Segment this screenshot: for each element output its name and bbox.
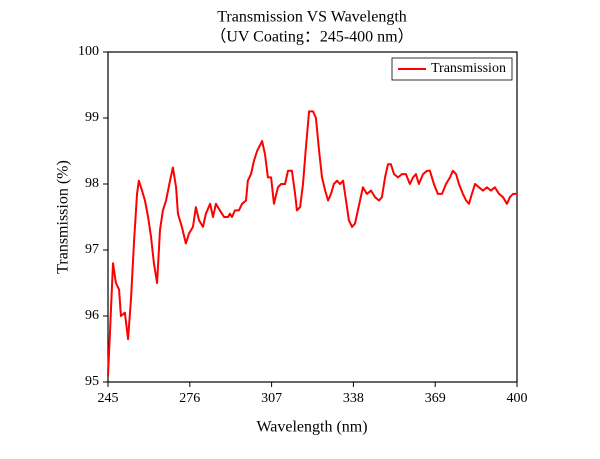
y-axis-label: Transmission (%) [55, 160, 72, 274]
x-axis-label: Wavelength (nm) [256, 419, 367, 436]
chart-title: Transmission VS Wavelength [217, 9, 407, 26]
chart-subtitle: （UV Coating：245-400 nm） [210, 28, 413, 46]
y-tick-label: 98 [85, 176, 99, 191]
y-tick-label: 100 [78, 44, 99, 59]
y-tick-label: 99 [85, 110, 99, 125]
y-tick-label: 96 [85, 308, 99, 323]
plot-frame [107, 51, 518, 383]
x-tick-label: 369 [425, 391, 446, 406]
data-line [107, 110, 517, 376]
legend-box [391, 57, 513, 81]
x-tick-label: 276 [179, 391, 200, 406]
x-tick-label: 400 [507, 391, 528, 406]
y-tick-label: 95 [85, 374, 99, 389]
x-tick-label: 307 [261, 391, 282, 406]
x-tick-label: 338 [343, 391, 364, 406]
y-tick-label: 97 [85, 242, 99, 257]
x-tick-label: 245 [98, 391, 119, 406]
legend-label: Transmission [431, 61, 506, 76]
